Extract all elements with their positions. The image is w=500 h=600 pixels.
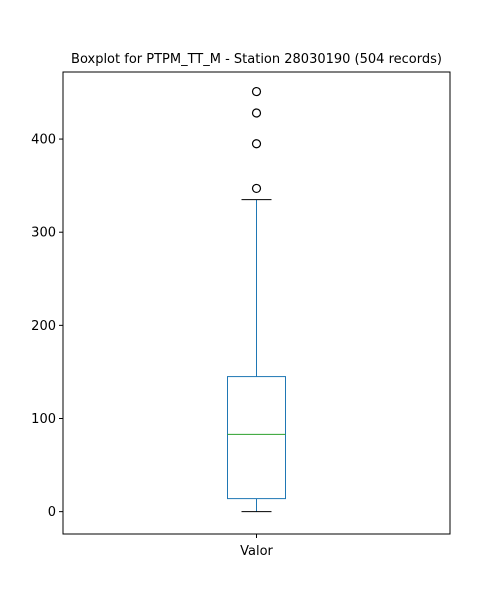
iqr-box <box>227 376 286 500</box>
outlier-point <box>251 86 262 97</box>
y-tick-label: 100 <box>31 412 56 427</box>
y-tick-label: 300 <box>31 226 56 241</box>
outlier-point <box>251 108 262 118</box>
chart-marks <box>227 86 286 513</box>
y-axis: 0 100 200 300 400 <box>31 133 63 520</box>
outlier-point <box>251 139 262 149</box>
y-tick-label: 400 <box>31 133 56 148</box>
chart-title: Boxplot for PTPM_TT_M - Station 28030190… <box>71 52 442 67</box>
plot-area-frame <box>62 71 451 535</box>
outlier-point <box>251 183 262 194</box>
y-tick-label: 200 <box>31 319 56 334</box>
x-axis: Valor <box>240 534 274 559</box>
y-tick-label: 0 <box>48 505 56 520</box>
x-tick-label: Valor <box>240 544 273 559</box>
